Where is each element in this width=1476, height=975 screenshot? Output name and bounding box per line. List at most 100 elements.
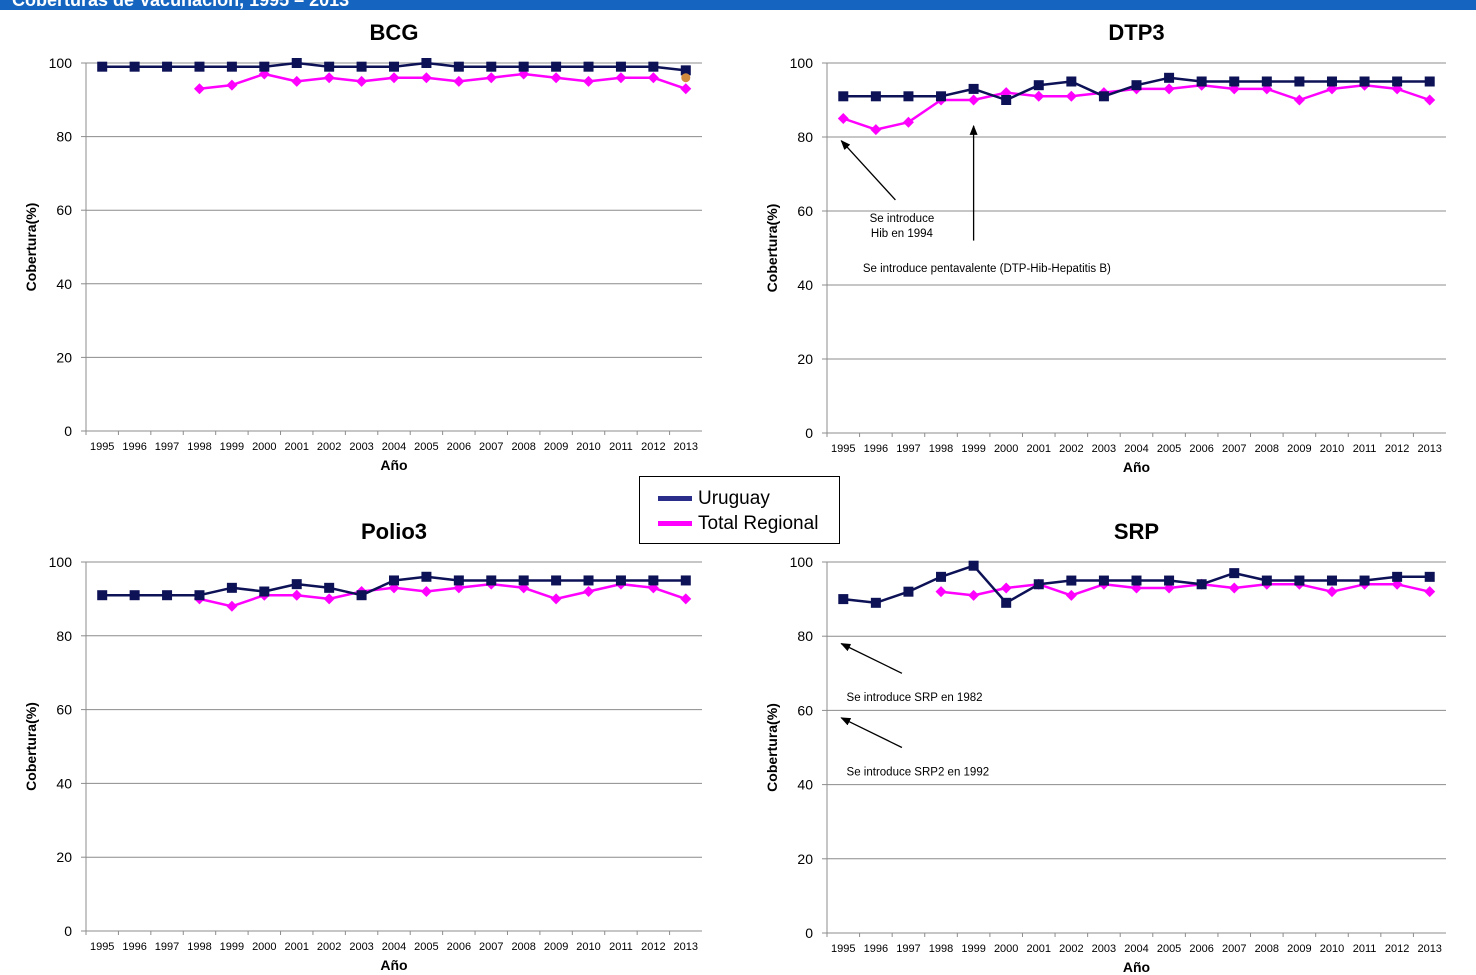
y-tick-label: 40	[797, 777, 813, 793]
x-tick-label: 1998	[929, 943, 953, 955]
data-point-uruguay	[1326, 575, 1337, 586]
x-tick-label: 2003	[349, 941, 373, 953]
x-tick-label: 2008	[511, 941, 535, 953]
data-point-uruguay	[162, 61, 173, 72]
data-point-total-regional	[680, 83, 692, 95]
data-point-total-regional	[902, 116, 914, 128]
x-tick-label: 2007	[1222, 943, 1246, 955]
data-point-uruguay	[1359, 76, 1370, 87]
data-point-uruguay	[1066, 575, 1077, 586]
data-point-uruguay	[1164, 72, 1175, 83]
x-tick-label: 2013	[1417, 943, 1441, 955]
x-tick-label: 1997	[896, 943, 920, 955]
x-tick-label: 2002	[1059, 443, 1083, 455]
chart-title: Polio3	[361, 519, 427, 544]
data-point-uruguay	[551, 61, 562, 72]
data-point-uruguay	[518, 61, 529, 72]
x-tick-label: 2011	[1353, 443, 1377, 455]
data-point-uruguay	[97, 61, 108, 72]
x-tick-label: 2008	[1255, 443, 1279, 455]
data-point-uruguay	[1424, 76, 1435, 87]
x-tick-label: 1997	[155, 441, 179, 453]
x-tick-label: 2009	[1287, 443, 1311, 455]
x-tick-label: 2006	[1189, 443, 1213, 455]
data-point-uruguay	[259, 586, 270, 597]
annotation-arrow	[840, 717, 903, 749]
chart-polio3: 0 20 40 60 80 100 1995 1996 1997 1998 1999 2000 2001…	[23, 519, 702, 973]
data-point-uruguay	[226, 61, 237, 72]
x-tick-label: 2004	[1124, 443, 1148, 455]
data-point-total-regional	[680, 593, 692, 605]
data-point-uruguay	[518, 575, 529, 586]
data-point-uruguay	[97, 590, 108, 601]
data-point-total-regional	[1033, 90, 1045, 102]
annotation-text: Se introduce SRP en 1982	[847, 692, 983, 704]
data-point-uruguay	[1131, 575, 1142, 586]
y-tick-label: 20	[56, 349, 72, 365]
x-tick-label: 2007	[479, 441, 503, 453]
data-point-uruguay	[194, 61, 205, 72]
data-point-total-regional	[356, 75, 368, 87]
data-point-uruguay	[1261, 575, 1272, 586]
data-point-total-regional	[388, 72, 400, 84]
data-point-uruguay	[615, 575, 626, 586]
series-line-total-regional	[199, 72, 687, 91]
chart-title: BCG	[370, 20, 419, 45]
x-tick-label: 2000	[994, 443, 1018, 455]
x-tick-label: 2004	[382, 941, 406, 953]
chart-bcg: 0 20 40 60 80 100 1995 1996 1997 1998 1999 2000 2001…	[23, 20, 702, 473]
data-point-total-regional	[226, 79, 238, 91]
data-point-total-regional	[291, 75, 303, 87]
x-tick-label: 1995	[831, 943, 855, 955]
chart-dtp3: 0 20 40 60 80 100 1995 1996 1997 1998 1999 2000 2001…	[764, 20, 1446, 475]
data-point-uruguay	[421, 58, 432, 68]
chart-title: DTP3	[1108, 20, 1164, 45]
data-point-uruguay	[291, 579, 302, 590]
data-point-total-regional	[615, 72, 627, 84]
x-tick-label: 1996	[864, 943, 888, 955]
x-tick-label: 2012	[1385, 443, 1409, 455]
x-axis-label: Año	[1123, 959, 1150, 975]
y-tick-label: 80	[56, 628, 72, 644]
y-axis-label: Cobertura(%)	[764, 703, 780, 792]
x-tick-label: 2010	[1320, 943, 1344, 955]
x-tick-label: 1999	[220, 941, 244, 953]
data-point-uruguay	[259, 61, 270, 72]
data-point-total-regional	[968, 589, 980, 601]
x-tick-label: 1998	[187, 941, 211, 953]
data-point-uruguay	[389, 575, 399, 586]
data-point-uruguay	[1294, 575, 1305, 586]
y-tick-label: 60	[56, 202, 72, 218]
annotation-text: Se introduce pentavalente (DTP-Hib-Hepat…	[863, 263, 1111, 275]
x-tick-label: 2011	[1353, 943, 1377, 955]
data-point-uruguay	[936, 91, 947, 102]
y-tick-label: 60	[56, 702, 72, 718]
data-point-uruguay	[453, 61, 464, 72]
data-point-uruguay	[551, 575, 562, 586]
x-tick-label: 2010	[576, 941, 600, 953]
x-tick-label: 2005	[414, 441, 438, 453]
x-axis-label: Año	[1123, 459, 1150, 475]
x-tick-label: 2004	[382, 441, 406, 453]
x-tick-label: 2000	[252, 941, 276, 953]
y-tick-label: 80	[797, 628, 813, 644]
data-point-total-regional	[583, 586, 595, 598]
legend: Uruguay Total Regional	[639, 476, 840, 544]
x-axis-label: Año	[380, 457, 407, 473]
x-tick-label: 1996	[864, 443, 888, 455]
legend-label-uruguay: Uruguay	[698, 488, 770, 509]
y-tick-label: 100	[49, 554, 73, 570]
data-point-total-regional	[323, 72, 335, 84]
x-tick-label: 1999	[961, 943, 985, 955]
x-tick-label: 2009	[544, 941, 568, 953]
x-tick-label: 2010	[1320, 443, 1344, 455]
x-tick-label: 1995	[831, 443, 855, 455]
data-point-uruguay	[324, 61, 335, 72]
data-point-total-regional	[935, 586, 947, 598]
x-tick-label: 2002	[317, 941, 341, 953]
x-tick-label: 2005	[414, 941, 438, 953]
data-point-uruguay	[615, 61, 626, 72]
data-point-uruguay	[291, 58, 302, 68]
data-point-uruguay	[162, 590, 173, 601]
x-tick-label: 2012	[641, 941, 665, 953]
